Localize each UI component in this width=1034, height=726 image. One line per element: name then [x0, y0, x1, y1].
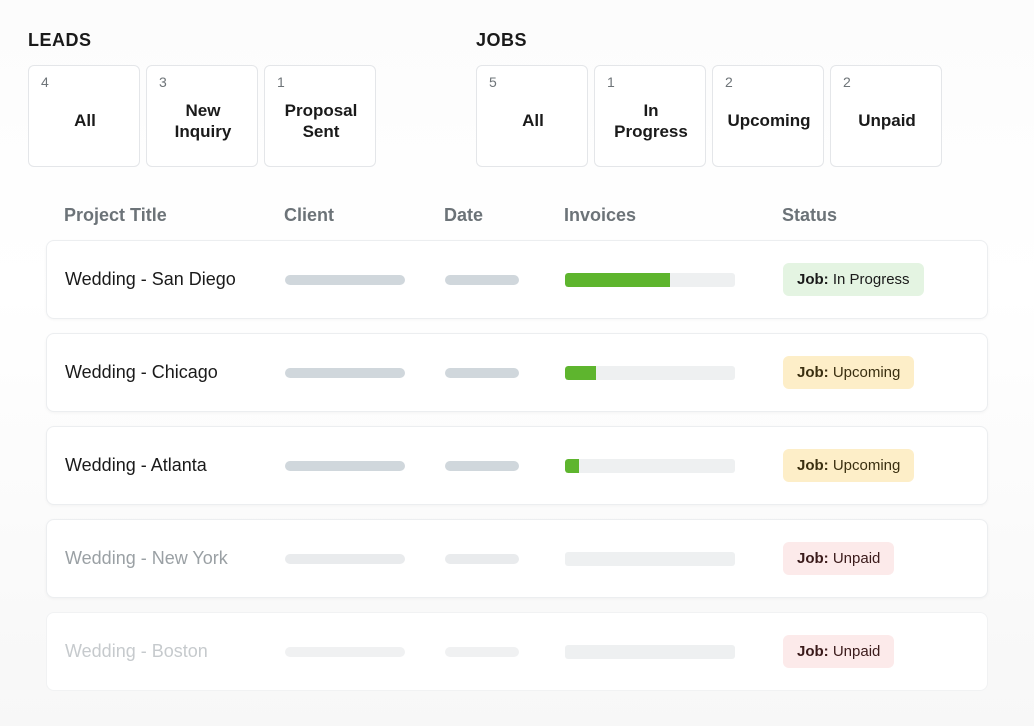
- table-rows: Wedding - San DiegoJob: In ProgressWeddi…: [46, 240, 988, 691]
- row-project-title: Wedding - San Diego: [65, 269, 285, 290]
- leads-card-new-inquiry[interactable]: 3 New Inquiry: [146, 65, 258, 167]
- jobs-card-in-progress[interactable]: 1 In Progress: [594, 65, 706, 167]
- leads-title: LEADS: [28, 30, 376, 51]
- status-badge: Job: Upcoming: [783, 356, 914, 389]
- status-badge: Job: Upcoming: [783, 449, 914, 482]
- invoice-progress-fill: [565, 273, 670, 287]
- table-row[interactable]: Wedding - Atlanta Job: Upcoming: [46, 426, 988, 505]
- jobs-card-all[interactable]: 5 All: [476, 65, 588, 167]
- table-row[interactable]: Wedding - Boston Job: Unpaid: [46, 612, 988, 691]
- placeholder-bar: [445, 368, 519, 378]
- card-label: Upcoming: [725, 90, 813, 156]
- invoice-progress: [565, 366, 735, 380]
- placeholder-bar: [445, 554, 519, 564]
- card-count: 2: [725, 74, 813, 90]
- status-badge: Job: Unpaid: [783, 542, 894, 575]
- status-prefix: Job:: [797, 643, 829, 660]
- dashboard-root: LEADS 4 All 3 New Inquiry 1 Proposal Sen…: [0, 0, 1034, 691]
- status-prefix: Job:: [797, 271, 829, 288]
- row-status: Job: In Progress: [765, 263, 969, 296]
- jobs-title: JOBS: [476, 30, 942, 51]
- leads-cards: 4 All 3 New Inquiry 1 Proposal Sent: [28, 65, 376, 167]
- jobs-group: JOBS 5 All 1 In Progress 2 Upcoming 2 Un…: [476, 30, 942, 167]
- row-status: Job: Unpaid: [765, 542, 969, 575]
- row-project-title: Wedding - Chicago: [65, 362, 285, 383]
- row-date: [445, 554, 565, 564]
- invoice-progress-fill: [565, 459, 579, 473]
- row-date: [445, 647, 565, 657]
- row-invoices: [565, 645, 765, 659]
- table-row[interactable]: Wedding - San Diego Job: In Progress: [46, 240, 988, 319]
- card-count: 4: [41, 74, 129, 90]
- row-project-title: Wedding - Atlanta: [65, 455, 285, 476]
- status-prefix: Job:: [797, 550, 829, 567]
- th-client: Client: [284, 205, 444, 226]
- invoice-progress-fill: [565, 366, 596, 380]
- row-status: Job: Upcoming: [765, 356, 969, 389]
- card-label: In Progress: [607, 90, 695, 156]
- row-date: [445, 368, 565, 378]
- card-count: 2: [843, 74, 931, 90]
- placeholder-bar: [285, 368, 405, 378]
- row-status: Job: Unpaid: [765, 635, 969, 668]
- row-client: [285, 554, 445, 564]
- invoice-progress: [565, 645, 735, 659]
- row-date: [445, 275, 565, 285]
- th-project: Project Title: [64, 205, 284, 226]
- row-date: [445, 461, 565, 471]
- card-label: Proposal Sent: [277, 90, 365, 156]
- invoice-progress: [565, 552, 735, 566]
- placeholder-bar: [285, 461, 405, 471]
- leads-card-proposal-sent[interactable]: 1 Proposal Sent: [264, 65, 376, 167]
- placeholder-bar: [285, 275, 405, 285]
- card-count: 1: [277, 74, 365, 90]
- row-invoices: [565, 552, 765, 566]
- status-badge: Job: Unpaid: [783, 635, 894, 668]
- status-badge: Job: In Progress: [783, 263, 924, 296]
- card-label: Unpaid: [843, 90, 931, 156]
- th-invoices: Invoices: [564, 205, 764, 226]
- status-prefix: Job:: [797, 457, 829, 474]
- table-row[interactable]: Wedding - Chicago Job: Upcoming: [46, 333, 988, 412]
- jobs-cards: 5 All 1 In Progress 2 Upcoming 2 Unpaid: [476, 65, 942, 167]
- projects-table: Project Title Client Date Invoices Statu…: [28, 205, 1006, 691]
- row-client: [285, 275, 445, 285]
- jobs-card-unpaid[interactable]: 2 Unpaid: [830, 65, 942, 167]
- row-client: [285, 368, 445, 378]
- row-invoices: [565, 366, 765, 380]
- table-header: Project Title Client Date Invoices Statu…: [46, 205, 988, 240]
- placeholder-bar: [445, 461, 519, 471]
- th-date: Date: [444, 205, 564, 226]
- card-label: New Inquiry: [159, 90, 247, 156]
- row-project-title: Wedding - Boston: [65, 641, 285, 662]
- row-client: [285, 647, 445, 657]
- table-row[interactable]: Wedding - New York Job: Unpaid: [46, 519, 988, 598]
- th-status: Status: [764, 205, 970, 226]
- invoice-progress: [565, 273, 735, 287]
- placeholder-bar: [445, 647, 519, 657]
- invoice-progress: [565, 459, 735, 473]
- placeholder-bar: [285, 647, 405, 657]
- leads-group: LEADS 4 All 3 New Inquiry 1 Proposal Sen…: [28, 30, 376, 167]
- filter-bar: LEADS 4 All 3 New Inquiry 1 Proposal Sen…: [28, 30, 1006, 167]
- placeholder-bar: [285, 554, 405, 564]
- card-count: 3: [159, 74, 247, 90]
- placeholder-bar: [445, 275, 519, 285]
- row-status: Job: Upcoming: [765, 449, 969, 482]
- row-project-title: Wedding - New York: [65, 548, 285, 569]
- card-count: 5: [489, 74, 577, 90]
- row-invoices: [565, 459, 765, 473]
- card-label: All: [41, 90, 129, 156]
- card-count: 1: [607, 74, 695, 90]
- card-label: All: [489, 90, 577, 156]
- leads-card-all[interactable]: 4 All: [28, 65, 140, 167]
- row-invoices: [565, 273, 765, 287]
- jobs-card-upcoming[interactable]: 2 Upcoming: [712, 65, 824, 167]
- row-client: [285, 461, 445, 471]
- status-prefix: Job:: [797, 364, 829, 381]
